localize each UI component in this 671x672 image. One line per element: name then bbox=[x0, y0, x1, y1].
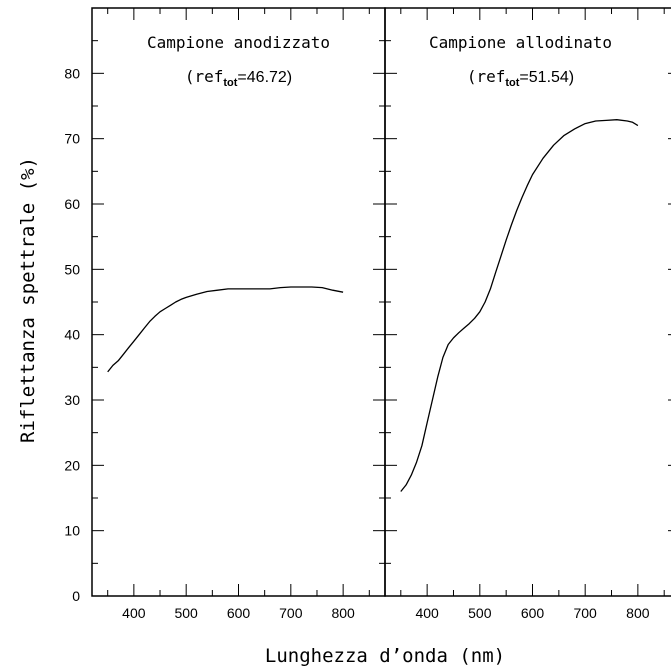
x-tick-label: 500 bbox=[468, 605, 492, 621]
panel-frame-right bbox=[384, 7, 671, 597]
axis-ticks bbox=[92, 7, 671, 597]
x-tick-label: 400 bbox=[415, 605, 439, 621]
panel-frame-left bbox=[91, 7, 386, 597]
x-tick-label: 500 bbox=[174, 605, 198, 621]
x-tick-label: 700 bbox=[573, 605, 597, 621]
curve-right bbox=[400, 119, 639, 492]
y-tick-label: 0 bbox=[72, 588, 80, 604]
y-axis-title: Riflettanza spettrale (%) bbox=[17, 157, 39, 443]
ref-value: =46.72) bbox=[237, 69, 292, 86]
ref-value: =51.54) bbox=[519, 69, 574, 86]
y-tick-label: 60 bbox=[64, 196, 80, 212]
y-tick-label: 40 bbox=[64, 327, 80, 343]
panel-titles: Campione anodizzato(reftot=46.72)Campion… bbox=[147, 33, 612, 89]
x-tick-label: 600 bbox=[521, 605, 545, 621]
panel-title-right: Campione allodinato bbox=[429, 33, 612, 52]
y-tick-label: 30 bbox=[64, 392, 80, 408]
ref-prefix: (ref bbox=[467, 67, 506, 86]
y-tick-label: 70 bbox=[64, 131, 80, 147]
y-tick-label: 20 bbox=[64, 457, 80, 473]
x-tick-label: 400 bbox=[122, 605, 146, 621]
panel-title-left: Campione anodizzato bbox=[147, 33, 330, 52]
ref-subscript: tot bbox=[505, 77, 519, 89]
panel-ref-right: (reftot=51.54) bbox=[467, 67, 574, 89]
y-tick-label: 10 bbox=[64, 523, 80, 539]
x-tick-label: 600 bbox=[227, 605, 251, 621]
x-axis-title: Lunghezza d’onda (nm) bbox=[265, 645, 505, 667]
x-tick-label: 800 bbox=[626, 605, 650, 621]
ref-prefix: (ref bbox=[185, 67, 224, 86]
ref-subscript: tot bbox=[223, 77, 237, 89]
tick-labels: 400 500 600 700 800 400 500 600 700 800 0 10 20 30 40 5… bbox=[64, 65, 649, 621]
y-tick-label: 80 bbox=[64, 65, 80, 81]
x-tick-label: 700 bbox=[279, 605, 303, 621]
x-tick-label: 800 bbox=[331, 605, 355, 621]
data-curves bbox=[107, 119, 639, 492]
curve-left bbox=[107, 286, 344, 373]
panel-ref-left: (reftot=46.72) bbox=[185, 67, 292, 89]
y-tick-label: 50 bbox=[64, 261, 80, 277]
